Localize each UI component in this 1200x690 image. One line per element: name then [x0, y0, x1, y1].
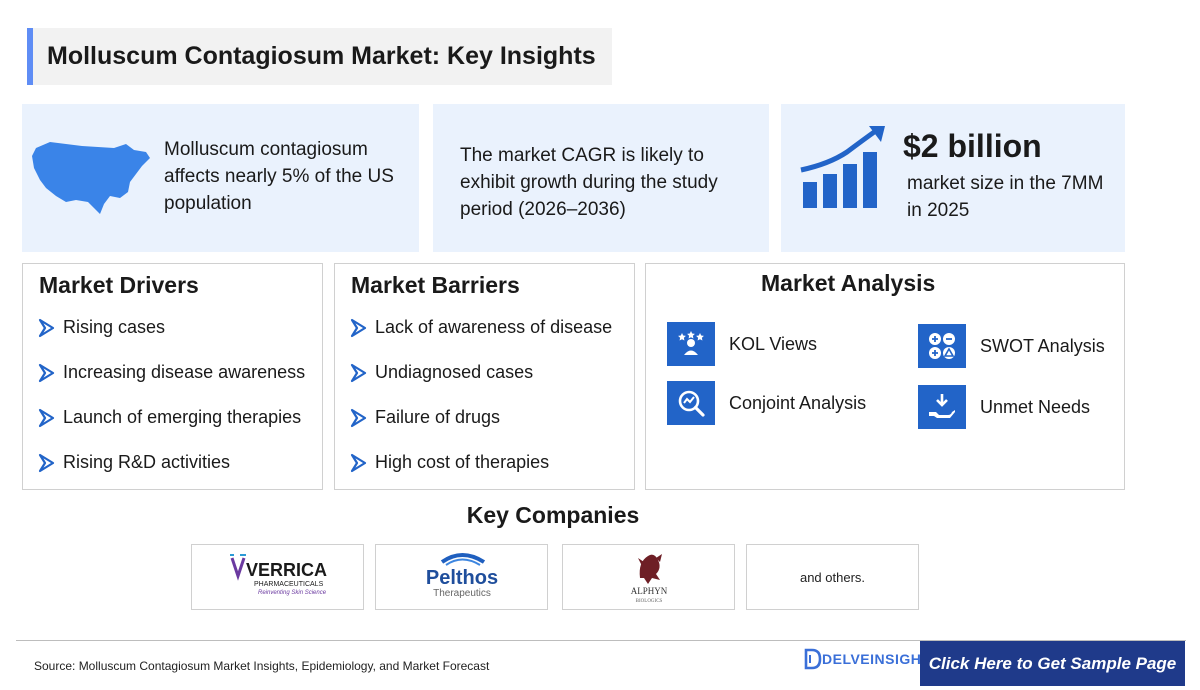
prevalence-text: Molluscum contagiosum affects nearly 5% … — [164, 139, 394, 214]
stat-card-market-size: $2 billion market size in the 7MM in 202… — [781, 104, 1125, 252]
market-size-text: market size in the 7MM in 2025 — [907, 173, 1104, 221]
delveinsight-mark-icon — [804, 648, 822, 670]
barrier-item: High cost of therapies — [349, 452, 549, 473]
delveinsight-logo: DELVEINSIGHT — [804, 648, 930, 670]
company-others: and others. — [746, 544, 919, 610]
pelthos-logo: Pelthos Therapeutics — [425, 553, 498, 599]
company-logo-verrica: VERRICA PHARMACEUTICALS Reinventing Skin… — [191, 544, 364, 610]
analysis-label-conjoint: Conjoint Analysis — [729, 392, 867, 413]
analysis-item-conjoint: Conjoint Analysis — [667, 381, 866, 425]
company-logo-alphyn: ALPHYN BIOLOGICS — [562, 544, 735, 610]
svg-text:PHARMACEUTICALS: PHARMACEUTICALS — [254, 581, 324, 588]
footer-divider — [16, 640, 1186, 641]
conjoint-icon — [667, 381, 715, 425]
cagr-text: The market CAGR is likely to exhibit gro… — [460, 145, 718, 220]
chevron-right-icon — [38, 453, 55, 472]
barrier-label: Undiagnosed cases — [375, 362, 534, 382]
driver-item: Increasing disease awareness — [37, 362, 305, 383]
driver-item: Rising cases — [37, 317, 165, 338]
unmet-needs-icon — [918, 385, 966, 429]
driver-label: Rising cases — [63, 317, 166, 337]
market-barriers-heading: Market Barriers — [351, 272, 520, 298]
barrier-item: Failure of drugs — [349, 407, 500, 428]
page-title: Molluscum Contagiosum Market: Key Insigh… — [47, 42, 596, 70]
key-companies-heading: Key Companies — [466, 502, 640, 528]
chevron-right-icon — [350, 453, 367, 472]
driver-label: Increasing disease awareness — [63, 362, 306, 382]
svg-text:BIOLOGICS: BIOLOGICS — [635, 599, 662, 604]
chevron-right-icon — [38, 408, 55, 427]
cta-label: Click Here to Get Sample Page — [928, 653, 1177, 673]
barrier-label: High cost of therapies — [375, 452, 550, 472]
source-text: Source: Molluscum Contagiosum Market Ins… — [34, 659, 490, 673]
chevron-right-icon — [350, 408, 367, 427]
market-analysis-heading: Market Analysis — [761, 270, 936, 296]
kol-icon — [667, 322, 715, 366]
market-barriers-panel: Market Barriers Lack of awareness of dis… — [334, 263, 635, 490]
barrier-item: Lack of awareness of disease — [349, 317, 612, 338]
analysis-label-unmet-needs: Unmet Needs — [980, 396, 1091, 417]
market-analysis-panel: Market Analysis KOL Views — [645, 263, 1125, 490]
svg-text:ALPHYN: ALPHYN — [630, 586, 667, 596]
driver-label: Rising R&D activities — [63, 452, 231, 472]
verrica-logo: VERRICA PHARMACEUTICALS Reinventing Skin… — [229, 554, 327, 596]
chevron-right-icon — [350, 318, 367, 337]
svg-text:Reinventing Skin Science: Reinventing Skin Science — [258, 590, 327, 596]
chevron-right-icon — [38, 363, 55, 382]
market-size-value: $2 billion — [903, 128, 1042, 164]
growth-chart-icon — [800, 126, 885, 208]
svg-text:Therapeutics: Therapeutics — [433, 588, 491, 599]
driver-item: Rising R&D activities — [37, 452, 230, 473]
svg-text:VERRICA: VERRICA — [246, 560, 327, 580]
analysis-item-swot: SWOT Analysis — [918, 324, 1105, 368]
title-box: Molluscum Contagiosum Market: Key Insigh… — [27, 28, 612, 85]
swot-icon — [918, 324, 966, 368]
analysis-item-kol: KOL Views — [667, 322, 817, 366]
barrier-label: Failure of drugs — [375, 407, 501, 427]
barrier-label: Lack of awareness of disease — [375, 317, 613, 337]
chevron-right-icon — [38, 318, 55, 337]
alphyn-logo: ALPHYN BIOLOGICS — [630, 554, 667, 604]
stat-card-cagr: The market CAGR is likely to exhibit gro… — [433, 104, 769, 252]
get-sample-page-button[interactable]: Click Here to Get Sample Page — [920, 641, 1185, 686]
chevron-right-icon — [350, 363, 367, 382]
delveinsight-wordmark: DELVEINSIGHT — [822, 651, 931, 667]
analysis-item-unmet-needs: Unmet Needs — [918, 385, 1090, 429]
market-drivers-heading: Market Drivers — [39, 272, 199, 298]
svg-text:Pelthos: Pelthos — [425, 567, 497, 589]
driver-item: Launch of emerging therapies — [37, 407, 301, 428]
company-logo-pelthos: Pelthos Therapeutics — [375, 544, 548, 610]
barrier-item: Undiagnosed cases — [349, 362, 533, 383]
usa-map-icon — [32, 142, 150, 214]
analysis-label-swot: SWOT Analysis — [980, 335, 1105, 356]
others-text: and others. — [799, 569, 866, 585]
driver-label: Launch of emerging therapies — [63, 407, 302, 427]
stat-card-prevalence: Molluscum contagiosum affects nearly 5% … — [22, 104, 419, 252]
market-drivers-panel: Market Drivers Rising cases Increasing d… — [22, 263, 323, 490]
analysis-label-kol: KOL Views — [729, 333, 818, 354]
